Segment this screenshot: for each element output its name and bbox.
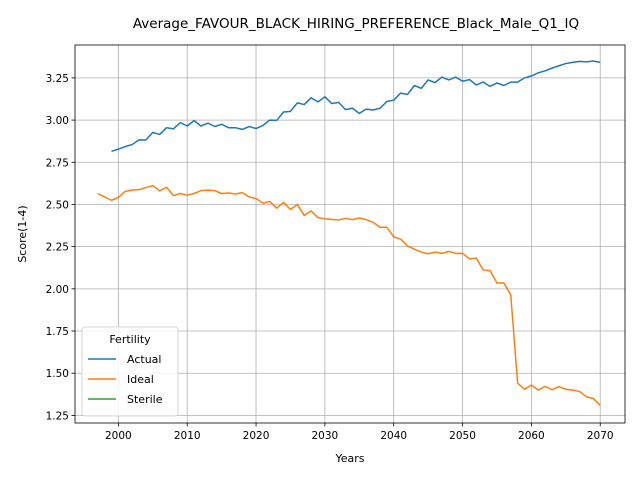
y-tick-label: 2.00 [46, 284, 69, 296]
legend-box [81, 326, 179, 417]
y-tick-label: 1.25 [46, 410, 69, 422]
series-line-actual [111, 60, 601, 153]
x-tick-label: 2030 [312, 430, 339, 442]
y-tick-label: 2.25 [46, 242, 69, 254]
plot-frame [74, 44, 626, 424]
y-tick-label: 2.50 [46, 199, 69, 211]
y-tick-label: 3.25 [46, 73, 69, 85]
legend-title: Fertility [109, 333, 151, 346]
y-tick-label: 2.75 [46, 157, 69, 169]
legend-label-actual: Actual [127, 353, 161, 366]
legend-label-ideal: Ideal [127, 373, 154, 386]
x-tick-label: 2060 [518, 430, 545, 442]
x-tick-label: 2050 [449, 430, 476, 442]
x-tick-label: 2000 [105, 430, 132, 442]
x-tick-label: 2010 [174, 430, 201, 442]
chart-title: Average_FAVOUR_BLACK_HIRING_PREFERENCE_B… [133, 16, 579, 32]
y-axis-label: Score(1-4) [16, 205, 29, 262]
series-lines [97, 60, 601, 406]
y-tick-label: 1.50 [46, 368, 69, 380]
x-tick-label: 2020 [243, 430, 270, 442]
y-tick-label: 3.00 [46, 115, 69, 127]
y-tick-label: 1.75 [46, 326, 69, 338]
x-axis-label: Years [334, 452, 364, 465]
legend-label-sterile: Sterile [127, 393, 163, 406]
legend: Fertility Actual Ideal Sterile [81, 326, 179, 417]
x-axis: 2000 2010 2020 2030 2040 2050 2060 2070 [105, 423, 614, 442]
y-axis: 1.25 1.50 1.75 2.00 2.25 2.50 2.75 3.00 3.25 [46, 73, 75, 422]
x-tick-label: 2040 [380, 430, 407, 442]
x-tick-label: 2070 [587, 430, 614, 442]
series-line-ideal [97, 184, 601, 406]
